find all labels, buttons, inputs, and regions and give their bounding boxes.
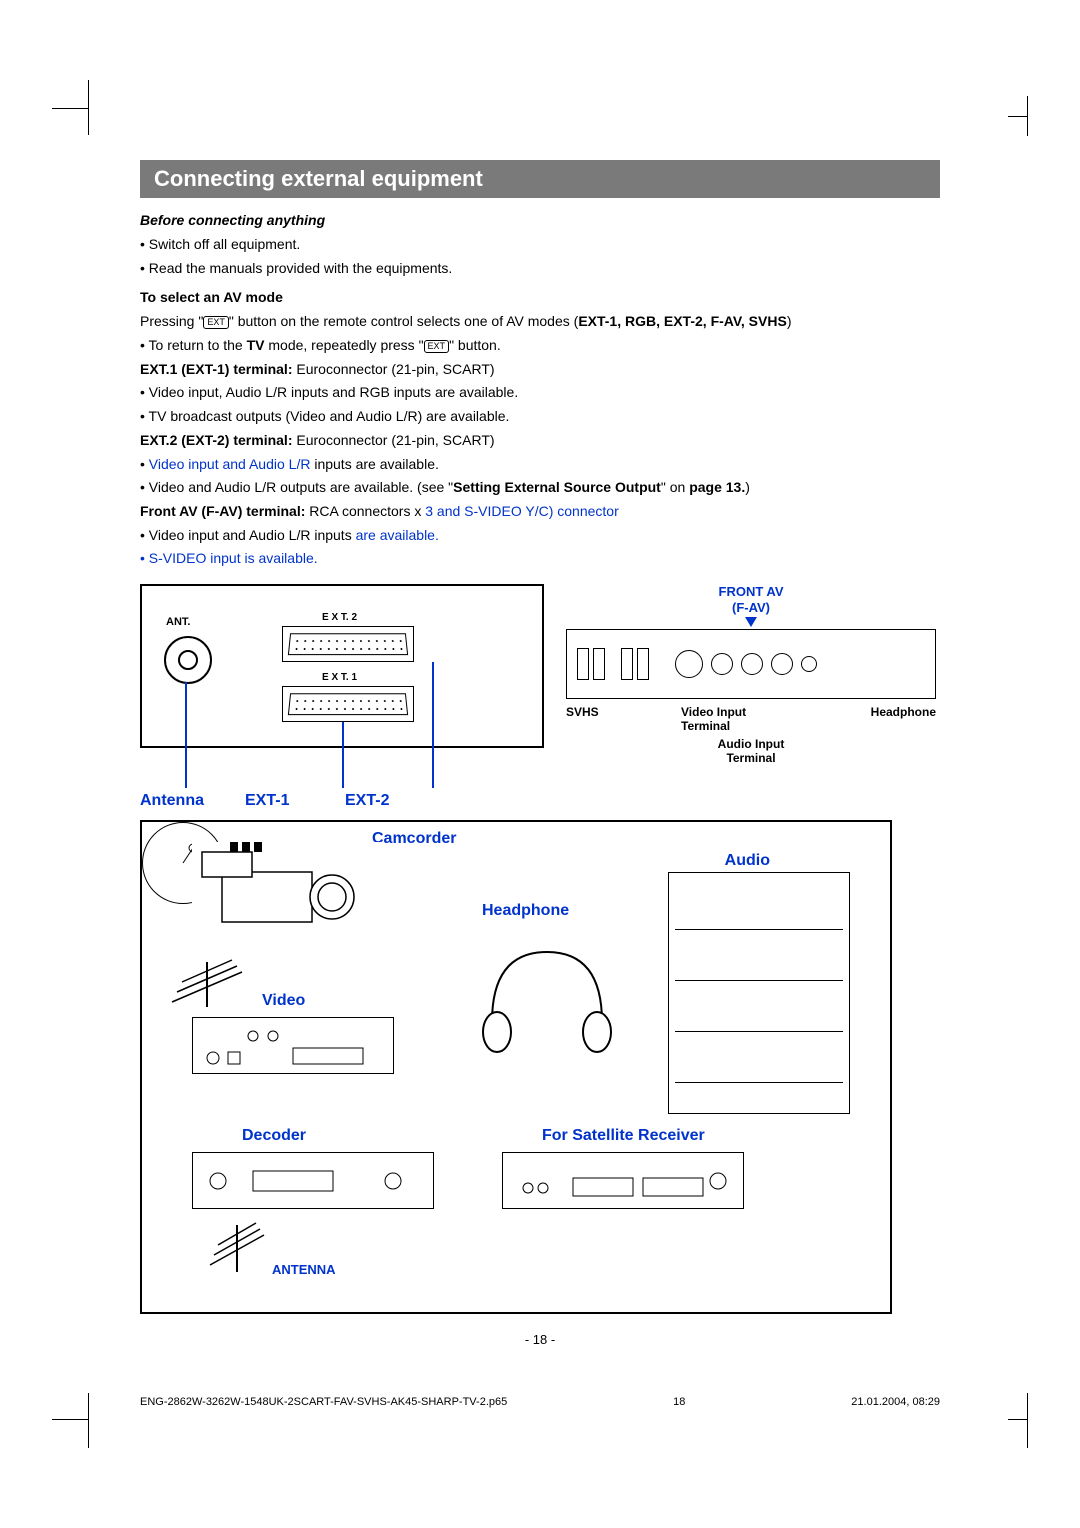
vent-icon (577, 648, 589, 680)
decoder-label: Decoder (242, 1127, 306, 1145)
audio-l-jack-icon (741, 653, 763, 675)
b: EXT.2 (EXT-2) terminal: (140, 432, 292, 448)
antenna-icon (202, 1217, 272, 1277)
svideo-jack-icon (675, 650, 703, 678)
terminal-label: Terminal (681, 719, 730, 733)
bullet: • Video input, Audio L/R inputs and RGB … (140, 382, 940, 404)
t: Euroconnector (21-pin, SCART) (292, 432, 494, 448)
back-panel-diagram: ANT. E X T. 2 E X T. 1 (140, 584, 544, 748)
t: • (140, 456, 149, 472)
press-line: Pressing "EXT" button on the remote cont… (140, 311, 940, 333)
ext1-term: EXT.1 (EXT-1) terminal: Euroconnector (2… (140, 359, 940, 381)
antenna-label: Antenna (140, 792, 245, 810)
t: RCA connectors x (305, 503, 425, 519)
t: • To return to the (140, 337, 247, 353)
satellite-receiver-icon (502, 1152, 744, 1209)
bullet: • Video input and Audio L/R inputs are a… (140, 454, 940, 476)
camcorder-icon (192, 842, 382, 942)
audio-label: Audio (725, 852, 770, 870)
fav-term: Front AV (F-AV) terminal: RCA connectors… (140, 501, 940, 523)
svhs-label: SVHS (566, 705, 626, 733)
ext-btn-icon: EXT (424, 340, 450, 353)
t: inputs are available. (310, 456, 438, 472)
connector-labels: Antenna EXT-1 EXT-2 (140, 792, 540, 810)
t: " on (661, 479, 689, 495)
ant-label: ANT. (166, 616, 190, 628)
vent-icon (637, 648, 649, 680)
bullet: • S-VIDEO input is available. (140, 548, 940, 570)
bullet: • TV broadcast outputs (Video and Audio … (140, 406, 940, 428)
headphone-icon (472, 932, 622, 1062)
ext-btn-icon: EXT (203, 316, 229, 329)
audio-stack-icon (668, 872, 850, 1114)
t: Euroconnector (21-pin, SCART) (292, 361, 494, 377)
connector-line-icon (342, 722, 344, 788)
ext2-label: EXT-2 (345, 792, 389, 810)
decoder-icon (192, 1152, 434, 1209)
satellite-label: For Satellite Receiver (542, 1127, 705, 1145)
return-line: • To return to the TV mode, repeatedly p… (140, 335, 940, 357)
t: Pressing " (140, 313, 203, 329)
video-label: Video (262, 992, 305, 1010)
connector-line-icon (432, 662, 434, 788)
b: EXT.1 (EXT-1) terminal: (140, 361, 292, 377)
audio-input-label: Audio Input (718, 737, 785, 751)
antenna-jack-inner-icon (178, 650, 198, 670)
ext1-label: E X T. 1 (322, 672, 357, 683)
vent-icon (593, 648, 605, 680)
video-jack-icon (711, 653, 733, 675)
footer-date: 21.01.2004, 08:29 (851, 1396, 940, 1408)
headphone-label: Headphone (482, 902, 569, 920)
connector-line-icon (185, 682, 187, 788)
antenna-bottom-label: ANTENNA (272, 1262, 336, 1277)
bullet: • Read the manuals provided with the equ… (140, 258, 940, 280)
front-av-header: FRONT AV (F-AV) (719, 584, 784, 615)
before-heading: Before connecting anything (140, 212, 940, 228)
t: (F-AV) (732, 600, 770, 615)
t: mode, repeatedly press " (264, 337, 423, 353)
ext2-term: EXT.2 (EXT-2) terminal: Euroconnector (2… (140, 430, 940, 452)
page-title: Connecting external equipment (140, 160, 940, 198)
device-diagram: Camcorder Audio Headphone (140, 820, 892, 1314)
t: • Video and Audio L/R outputs are availa… (140, 479, 453, 495)
t: ) (787, 313, 792, 329)
ext2-label: E X T. 2 (322, 612, 357, 623)
t: " button. (449, 337, 501, 353)
front-panel-diagram (566, 629, 936, 699)
vent-icon (621, 648, 633, 680)
scart-ext2-icon (282, 626, 414, 662)
b: page 13. (689, 479, 745, 495)
blue: are available. (356, 527, 439, 543)
vcr-icon (192, 1017, 394, 1074)
front-labels: SVHS Video InputTerminal Headphone (566, 705, 936, 733)
video-input-label: Video Input (681, 705, 746, 719)
blue: Video input and Audio L/R (149, 456, 311, 472)
select-heading: To select an AV mode (140, 289, 940, 305)
bullet: • Video and Audio L/R outputs are availa… (140, 477, 940, 499)
antenna-icon (162, 952, 252, 1012)
arrow-down-icon (745, 617, 757, 627)
bullet: • Video input and Audio L/R inputs are a… (140, 525, 940, 547)
b: Front AV (F-AV) terminal: (140, 503, 305, 519)
blue: 3 and S-VIDEO Y/C) connector (425, 503, 619, 519)
t: ) (745, 479, 750, 495)
headphone-label: Headphone (836, 705, 936, 733)
t: • Video input and Audio L/R inputs (140, 527, 356, 543)
scart-ext1-icon (282, 686, 414, 722)
bullet: • Switch off all equipment. (140, 234, 940, 256)
page-number: - 18 - (140, 1332, 940, 1347)
camcorder-label: Camcorder (372, 830, 456, 848)
t: " button on the remote control selects o… (229, 313, 578, 329)
t: FRONT AV (719, 584, 784, 599)
footer-page: 18 (673, 1396, 685, 1408)
footer-filename: ENG-2862W-3262W-1548UK-2SCART-FAV-SVHS-A… (140, 1396, 507, 1408)
terminal-label: Terminal (726, 751, 775, 765)
headphone-jack-icon (801, 656, 817, 672)
modes: EXT-1, RGB, EXT-2, F-AV, SVHS (578, 313, 787, 329)
ext1-label: EXT-1 (245, 792, 345, 810)
tv: TV (247, 337, 265, 353)
audio-r-jack-icon (771, 653, 793, 675)
b: Setting External Source Output (453, 479, 661, 495)
